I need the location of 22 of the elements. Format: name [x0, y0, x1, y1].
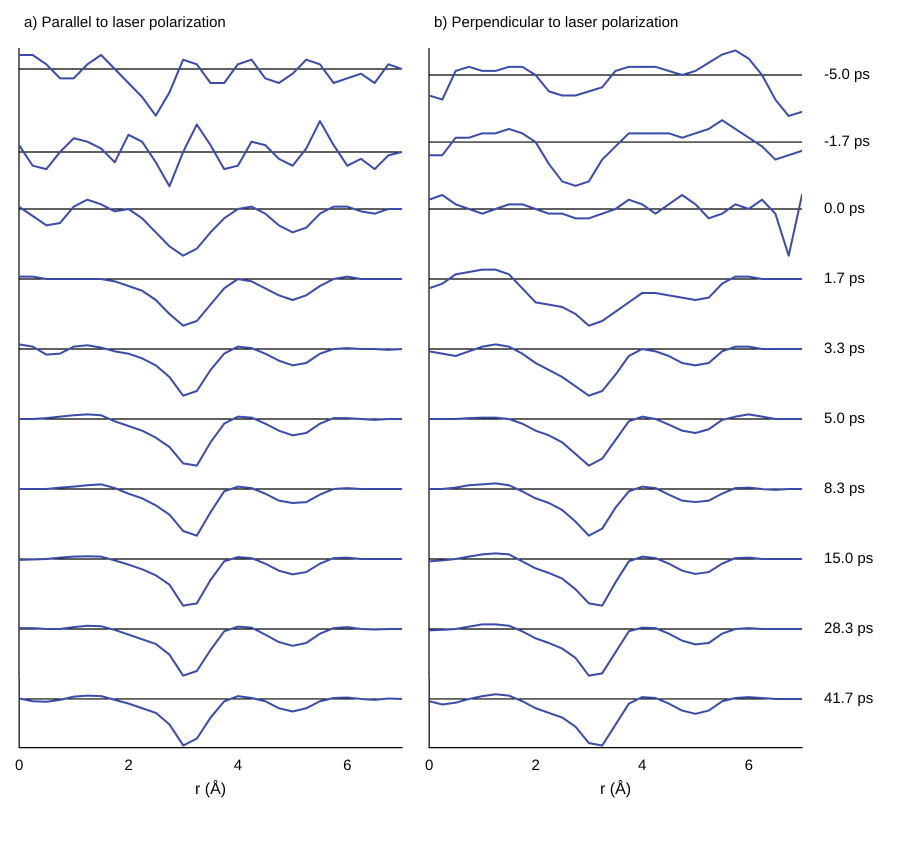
- text: 28.3 ps: [824, 620, 874, 638]
- text: -1.7 ps: [824, 133, 870, 150]
- text: 15.0 ps: [824, 550, 874, 568]
- x-tick-label: 4: [234, 756, 242, 774]
- x-tick-label: 2: [532, 756, 540, 774]
- chart-title: b) Perpendicular to laser polarization: [433, 13, 680, 33]
- x-tick-label: 0: [425, 756, 434, 774]
- x-tick-label: 4: [638, 756, 646, 774]
- x-tick-label: 0: [15, 756, 24, 774]
- x-tick-label: 6: [343, 756, 352, 774]
- text: 41.7 ps: [824, 690, 874, 708]
- chart-title: a) Parallel to laser polarization: [23, 13, 227, 33]
- text: -5.0 ps: [824, 66, 870, 84]
- x-axis-title: r (Å): [195, 780, 226, 798]
- x-axis-title: r (Å): [600, 780, 632, 798]
- x-tick-label: 6: [744, 756, 753, 774]
- text: 3.3 ps: [824, 340, 865, 358]
- x-tick-label: 2: [124, 756, 133, 774]
- text: 5.0 ps: [824, 410, 865, 428]
- text: 8.3 ps: [824, 480, 865, 498]
- text: 1.7 ps: [824, 270, 865, 288]
- text: 0.0 ps: [824, 200, 865, 218]
